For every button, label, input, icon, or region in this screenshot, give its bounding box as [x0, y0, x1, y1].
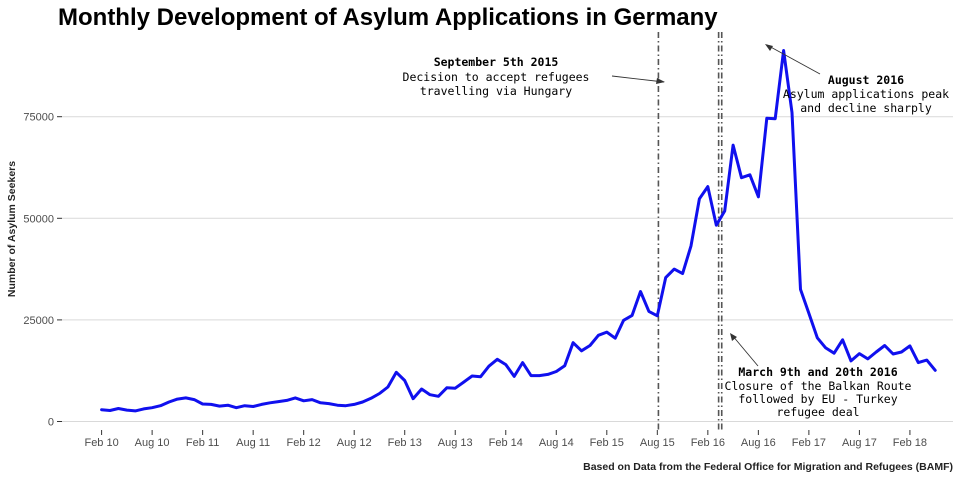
- x-tick-label: Feb 12: [287, 437, 321, 449]
- annotation-march-2016-arrowhead: [730, 333, 737, 341]
- x-tick-label: Feb 14: [489, 437, 523, 449]
- annotation-sept-2015: September 5th 2015 Decision to accept re…: [403, 55, 665, 98]
- x-tick-label: Feb 16: [691, 437, 725, 449]
- y-tick-label: 0: [48, 417, 54, 429]
- annotation-sept-2015-line1: Decision to accept refugees: [403, 70, 590, 84]
- x-tick-label: Aug 16: [741, 437, 776, 449]
- x-tick-label: Aug 14: [539, 437, 574, 449]
- x-tick-label: Feb 13: [388, 437, 422, 449]
- x-tick-label: Aug 13: [438, 437, 473, 449]
- annotation-sept-2015-arrow: [611, 75, 665, 83]
- annotation-march-2016-line1: Closure of the Balkan Route: [725, 379, 912, 393]
- annotation-aug-2016-line1: Asylum applications peak: [783, 87, 949, 101]
- chart-title: Monthly Development of Asylum Applicatio…: [58, 4, 718, 31]
- annotation-march-2016-title: March 9th and 20th 2016: [738, 365, 897, 379]
- x-tick-label: Aug 17: [842, 437, 877, 449]
- x-tick-label: Aug 10: [135, 437, 170, 449]
- event-markers: [657, 32, 723, 430]
- annotation-sept-2015-arrowhead: [656, 78, 665, 84]
- x-tick-label: Aug 15: [640, 437, 675, 449]
- chart-caption: Based on Data from the Federal Office fo…: [583, 461, 953, 473]
- x-tick-label: Feb 17: [792, 437, 826, 449]
- series-line: [100, 49, 937, 413]
- annotation-aug-2016-arrowhead: [765, 44, 773, 51]
- annotation-aug-2016: August 2016 Asylum applications peak and…: [765, 44, 949, 115]
- annotation-march-2016-line3: refugee deal: [776, 405, 859, 419]
- x-axis: Feb 10 Aug 10 Feb 11 Aug 11 Feb 12 Aug 12 Feb …: [84, 430, 927, 449]
- y-axis-title: Number of Asylum Seekers: [6, 161, 18, 297]
- x-tick-label: Feb 10: [84, 437, 118, 449]
- series-layer: [100, 49, 937, 413]
- x-tick-label: Aug 11: [236, 437, 270, 449]
- annotation-aug-2016-line2: and decline sharply: [800, 101, 932, 115]
- y-tick-label: 75000: [23, 112, 54, 124]
- annotation-aug-2016-arrow: [766, 44, 821, 75]
- annotation-sept-2015-line2: travelling via Hungary: [420, 84, 572, 98]
- annotation-march-2016-arrow: [731, 334, 759, 367]
- annotation-march-2016-line2: followed by EU - Turkey: [738, 392, 897, 406]
- y-tick-label: 25000: [23, 315, 54, 327]
- x-tick-label: Aug 12: [337, 437, 372, 449]
- y-tick-label: 50000: [23, 213, 54, 225]
- x-tick-label: Feb 11: [186, 437, 219, 449]
- x-tick-label: Feb 15: [590, 437, 624, 449]
- annotation-aug-2016-title: August 2016: [828, 73, 904, 87]
- grid: [62, 116, 953, 422]
- annotation-sept-2015-title: September 5th 2015: [434, 55, 559, 69]
- y-axis: 0 25000 50000 75000: [23, 112, 62, 429]
- annotation-march-2016: March 9th and 20th 2016 Closure of the B…: [725, 333, 912, 419]
- x-tick-label: Feb 18: [893, 437, 927, 449]
